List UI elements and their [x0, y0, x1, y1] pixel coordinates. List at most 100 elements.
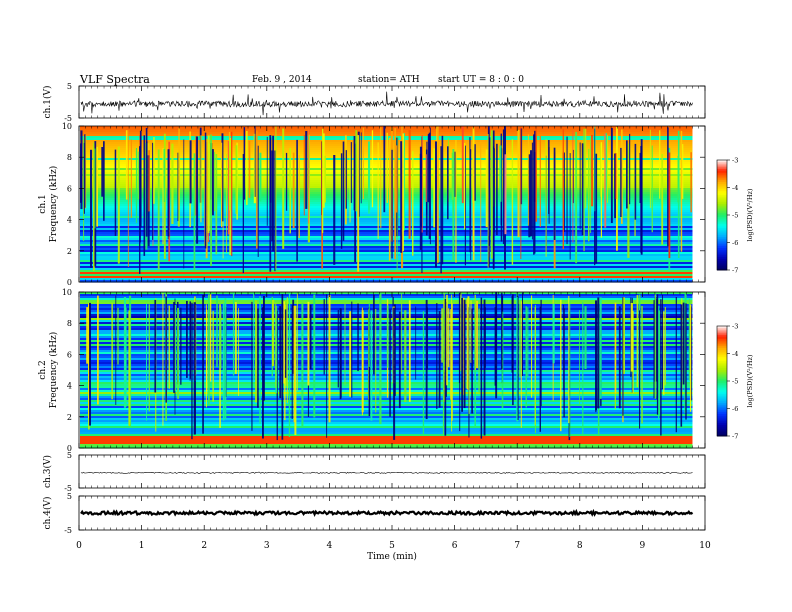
spectrogram-streak	[340, 153, 343, 249]
spectrogram-band	[80, 384, 693, 387]
spectrogram-streak	[461, 126, 464, 204]
spectrogram-band	[80, 306, 693, 309]
spectrogram-band	[80, 142, 693, 145]
spectrogram-band	[80, 422, 693, 425]
colorbar-cell	[717, 193, 727, 196]
y-tick-label: 2	[67, 413, 72, 422]
spectrogram-streak	[344, 298, 346, 386]
spectrogram-band	[80, 160, 693, 163]
spectrogram-streak	[209, 294, 212, 382]
spectrogram-streak	[309, 304, 312, 370]
spectrogram-streak	[622, 296, 624, 416]
spectrogram-streak	[582, 302, 584, 436]
colorbar-cell	[717, 335, 727, 338]
spectrogram-streak	[296, 293, 298, 391]
colorbar-cell	[717, 237, 727, 240]
spectrogram-streak	[394, 128, 396, 260]
spectrogram-streak	[305, 131, 308, 209]
spectrogram-streak	[545, 139, 547, 257]
spectrogram-streak	[626, 140, 628, 209]
spectrogram-band	[80, 404, 693, 407]
spectrogram-streak	[292, 152, 295, 228]
spectrogram-streak	[383, 126, 386, 213]
colorbar-cell	[717, 364, 727, 367]
spectrogram-band	[80, 222, 693, 225]
spectrogram-band	[80, 158, 693, 161]
spectrogram-streak	[207, 135, 210, 234]
spectrogram-band	[80, 308, 693, 311]
spectrogram-streak	[191, 302, 193, 440]
spectrogram-streak	[130, 139, 132, 218]
y-axis-label: ch.1(V)	[42, 86, 53, 119]
colorbar-cell	[717, 262, 727, 265]
spectrogram-streak	[288, 293, 291, 374]
colorbar-tick-label: -4	[732, 184, 738, 192]
spectrogram-streak	[324, 155, 326, 203]
spectrogram-streak	[322, 133, 325, 208]
spectrogram-band	[80, 278, 693, 281]
spectrogram-streak	[568, 295, 570, 424]
colorbar-cell	[717, 255, 727, 258]
spectrogram-band	[80, 330, 693, 333]
spectrogram-band	[80, 420, 693, 423]
spectrogram-streak	[323, 299, 325, 375]
spectrogram-streak	[685, 303, 687, 420]
spectrogram-band	[80, 234, 693, 237]
spectrogram-band	[80, 276, 693, 279]
spectrogram-streak	[177, 307, 179, 399]
spectrogram-band	[80, 372, 693, 375]
colorbar-cell	[717, 231, 727, 234]
spectrogram-image	[80, 292, 693, 449]
spectrogram-streak	[469, 137, 471, 253]
spectrogram-streak	[470, 300, 472, 363]
spectrogram-streak	[351, 301, 353, 398]
spectrogram-streak	[495, 292, 498, 399]
colorbar-cell	[717, 242, 727, 245]
spectrogram-streak	[285, 152, 288, 211]
x-tick-label: 7	[514, 541, 520, 551]
spectrogram-streak	[292, 299, 295, 374]
spectrogram-streak	[446, 294, 448, 386]
spectrogram-streak	[275, 302, 277, 388]
spectrogram-streak	[599, 297, 602, 399]
spectrogram-streak	[668, 152, 671, 259]
colorbar-cell	[717, 348, 727, 351]
spectrogram-streak	[595, 300, 597, 413]
spectrogram-band	[80, 178, 693, 181]
colorbar-cell	[717, 224, 727, 227]
spectrogram-streak	[293, 305, 295, 423]
spectrogram-streak	[254, 126, 256, 197]
spectrogram-streak	[627, 143, 630, 258]
spectrogram-band	[80, 218, 693, 221]
spectrogram-band	[80, 334, 693, 337]
spectrogram-band	[80, 380, 693, 383]
spectrogram-streak	[421, 135, 423, 233]
spectrogram-streak	[422, 311, 425, 435]
spectrogram-streak	[517, 296, 519, 420]
colorbar-cell	[717, 423, 727, 426]
spectrogram-streak	[680, 304, 683, 427]
colorbar-cell	[717, 401, 727, 404]
spectrogram-streak	[111, 302, 113, 400]
colorbar-cell	[717, 183, 727, 187]
spectrogram-streak	[361, 307, 363, 416]
spectrogram-streak	[464, 145, 466, 266]
spectrogram-streak	[210, 134, 212, 267]
spectrogram-band	[80, 128, 693, 131]
spectrogram-streak	[389, 309, 391, 417]
spectrogram-streak	[282, 128, 285, 249]
spectrogram-streak	[322, 128, 324, 234]
spectrogram-streak	[535, 128, 537, 222]
spectrogram-band	[80, 244, 693, 247]
colorbar-cell	[717, 264, 727, 267]
colorbar-cell	[717, 393, 727, 397]
spectrogram-streak	[604, 133, 607, 228]
spectrogram-band	[80, 206, 693, 209]
spectrogram-streak	[402, 133, 404, 252]
colorbar-cell	[717, 346, 727, 349]
spectrogram-streak	[152, 142, 154, 240]
spectrogram-band	[80, 174, 693, 177]
spectrogram-streak	[659, 130, 661, 199]
colorbar-cell	[717, 417, 727, 420]
spectrogram-streak	[588, 148, 590, 242]
